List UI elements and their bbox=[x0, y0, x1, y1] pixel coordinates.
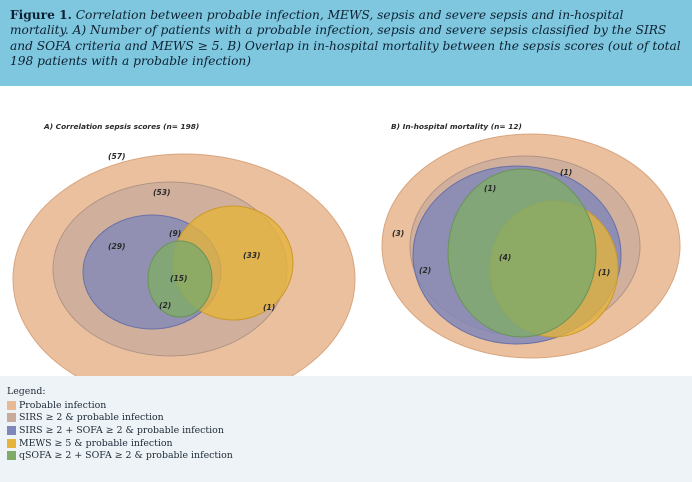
legend-label: SIRS ≥ 2 & probable infection bbox=[19, 412, 164, 424]
venn-diagram-area: A) Correlation sepsis scores (n= 198) (5… bbox=[0, 86, 692, 376]
panel-b-label-qsofa-center: (4) bbox=[499, 253, 511, 262]
panel-a-label-qsofa-center: (15) bbox=[170, 274, 188, 283]
legend-label: Probable infection bbox=[19, 399, 107, 411]
panel-b-label-mews: (1) bbox=[598, 268, 610, 277]
legend-swatch bbox=[7, 413, 16, 423]
panel-a-label-sirs-sofa-mews: (9) bbox=[169, 229, 181, 238]
panel-b-label-probable-infection: (3) bbox=[392, 229, 404, 238]
panel-a: A) Correlation sepsis scores (n= 198) (5… bbox=[12, 122, 356, 376]
panel-a-label-sirs-sofa: (29) bbox=[108, 242, 126, 251]
venn-diagrams: A) Correlation sepsis scores (n= 198) (5… bbox=[12, 122, 681, 376]
legend-item-probable-infection: Probable infection bbox=[7, 399, 692, 412]
panel-b-title: B) In-hospital mortality (n= 12) bbox=[391, 122, 522, 131]
legend-label: SIRS ≥ 2 + SOFA ≥ 2 & probable infection bbox=[19, 424, 224, 436]
panel-b-label-sirs-sofa-top: (1) bbox=[484, 184, 496, 193]
caption-text: Correlation between probable infection, … bbox=[10, 8, 681, 69]
figure-header: Figure 1. Correlation between probable i… bbox=[0, 0, 692, 86]
legend-swatch bbox=[7, 451, 16, 461]
legend-title: Legend: bbox=[7, 386, 46, 397]
legend: Legend: Probable infection SIRS ≥ 2 & pr… bbox=[0, 376, 692, 482]
legend-item-mews: MEWS ≥ 5 & probable infection bbox=[7, 437, 692, 450]
panel-b-qsofa-ellipse bbox=[447, 168, 597, 338]
panel-a-label-probable-infection: (57) bbox=[108, 152, 126, 161]
legend-swatch bbox=[7, 438, 16, 448]
legend-item-sirs: SIRS ≥ 2 & probable infection bbox=[7, 412, 692, 425]
legend-label: MEWS ≥ 5 & probable infection bbox=[19, 437, 173, 449]
panel-b-label-sirs-sofa: (2) bbox=[419, 266, 431, 275]
figure-caption: Figure 1. Correlation between probable i… bbox=[10, 8, 682, 70]
panel-a-label-mews: (33) bbox=[243, 251, 261, 260]
caption-lead: Figure 1. bbox=[10, 8, 72, 22]
panel-a-label-sirs: (53) bbox=[153, 188, 171, 197]
legend-swatch bbox=[7, 425, 16, 435]
legend-item-qsofa: qSOFA ≥ 2 + SOFA ≥ 2 & probable infectio… bbox=[7, 449, 692, 462]
legend-label: qSOFA ≥ 2 + SOFA ≥ 2 & probable infectio… bbox=[19, 450, 233, 462]
legend-swatch bbox=[7, 400, 16, 410]
panel-a-label-qsofa-bottom: (2) bbox=[159, 301, 171, 310]
panel-a-title: A) Correlation sepsis scores (n= 198) bbox=[43, 122, 199, 131]
panel-a-qsofa-ellipse bbox=[147, 240, 213, 318]
panel-a-label-mews-edge: (1) bbox=[263, 303, 275, 312]
panel-b: B) In-hospital mortality (n= 12) (3) (1)… bbox=[381, 122, 681, 359]
panel-b-label-sirs: (1) bbox=[560, 168, 572, 177]
legend-item-sirs-sofa: SIRS ≥ 2 + SOFA ≥ 2 & probable infection bbox=[7, 424, 692, 437]
